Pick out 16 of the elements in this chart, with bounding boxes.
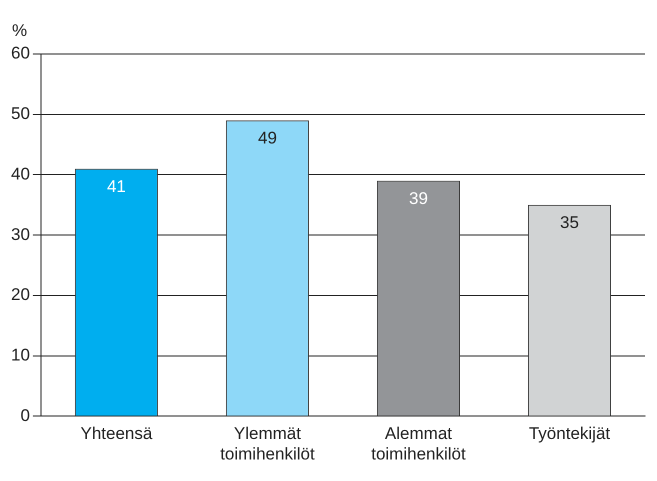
- y-tick-label: 30: [10, 224, 30, 244]
- y-tick-label: 0: [20, 406, 30, 425]
- y-tick-label: 60: [10, 44, 30, 63]
- y-tick-label: 10: [10, 346, 30, 365]
- data-label: 49: [258, 128, 277, 148]
- y-tick-label: 50: [10, 104, 30, 124]
- y-axis-title: %: [12, 21, 28, 40]
- x-tick-label: Ylemmät toimihenkilöt: [220, 424, 315, 464]
- y-tick-label: 20: [10, 285, 30, 304]
- data-label: 41: [106, 176, 126, 196]
- data-label: 35: [560, 213, 579, 232]
- data-label: 39: [409, 188, 428, 208]
- x-tick-label: Työntekijät: [528, 424, 610, 444]
- x-tick-label: Yhteensä: [80, 424, 153, 444]
- x-tick-label: Alemmat toimihenkilöt: [371, 424, 466, 464]
- y-tick-label: 40: [10, 164, 30, 184]
